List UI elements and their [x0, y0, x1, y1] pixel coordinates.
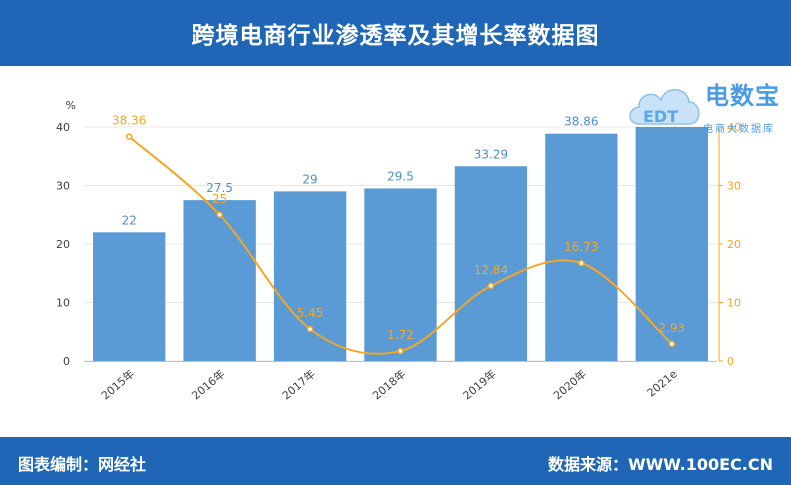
x-tick-label: 2019年	[460, 367, 499, 403]
y-tick-label-left: 10	[56, 297, 70, 310]
bar-value-label: 29	[302, 172, 317, 186]
x-tick-label: 2016年	[189, 367, 228, 403]
line-value-label: 16.73	[564, 240, 598, 254]
watermark: EDT 电数宝 电商大数据库	[625, 72, 785, 142]
logo-text: EDT	[643, 107, 678, 126]
cloud-logo-icon: EDT	[629, 89, 700, 126]
x-tick-label: 2015年	[98, 367, 137, 403]
bar	[273, 191, 347, 361]
line-value-label: 12.84	[474, 263, 508, 277]
header-banner: 跨境电商行业渗透率及其增长率数据图	[0, 0, 791, 66]
y-tick-label-right: 20	[727, 238, 741, 251]
bar-value-label: 33.29	[474, 147, 508, 161]
x-tick-label: 2018年	[370, 367, 409, 403]
y-tick-label-right: 30	[727, 180, 741, 193]
bar	[545, 133, 618, 361]
line-value-label: 38.36	[112, 114, 146, 128]
y-unit-label: %	[66, 99, 76, 112]
bar-value-label: 22	[122, 213, 137, 227]
y-tick-label-left: 30	[56, 180, 70, 193]
footer-banner: 图表编制：网经社 数据来源：WWW.100EC.CN	[0, 437, 791, 485]
footer-compiler: 图表编制：网经社	[18, 455, 147, 474]
plot-area: 0 10 20 30 40 0 10 20 30 40% 22 27.5 29 29.5 33.29 38.8…	[0, 66, 791, 437]
line-value-label: 5.45	[297, 306, 324, 320]
y-tick-label-right: 0	[727, 355, 734, 368]
y-tick-label-left: 40	[56, 121, 70, 134]
bar	[364, 188, 437, 361]
chart-title: 跨境电商行业渗透率及其增长率数据图	[191, 23, 600, 49]
footer-source: 数据来源：WWW.100EC.CN	[547, 455, 773, 474]
bar	[454, 166, 528, 361]
chart-svg: 0 10 20 30 40 0 10 20 30 40% 22 27.5 29 29.5 33.29 38.8…	[56, 99, 741, 403]
x-tick-label: 2020年	[550, 367, 589, 403]
bar	[635, 127, 708, 361]
watermark-subtitle: 电商大数据库	[703, 124, 775, 135]
y-tick-label-left: 20	[56, 238, 70, 251]
y-tick-label-right: 40	[727, 121, 741, 134]
bar	[93, 232, 166, 361]
x-tick-label: 2021e	[645, 367, 680, 399]
y-tick-label-right: 10	[727, 297, 741, 310]
bar	[183, 200, 256, 361]
line-point	[216, 211, 223, 218]
bar-value-label: 27.5	[206, 181, 233, 195]
x-tick-label: 2017年	[279, 367, 318, 403]
line-point	[668, 340, 676, 348]
line-value-label: 1.72	[387, 328, 414, 342]
line-value-label: 25	[212, 192, 227, 206]
bar-value-label: 38.86	[564, 115, 598, 129]
bar-value-label: 29.5	[387, 169, 414, 183]
line-point	[397, 347, 404, 355]
watermark-title: 电数宝	[705, 82, 780, 110]
line-point	[578, 259, 585, 267]
line-point	[306, 325, 314, 333]
line-value-label: 2.93	[658, 321, 685, 335]
y-tick-label-left: 0	[63, 355, 70, 368]
line-point	[125, 133, 133, 140]
line-point	[487, 282, 495, 290]
